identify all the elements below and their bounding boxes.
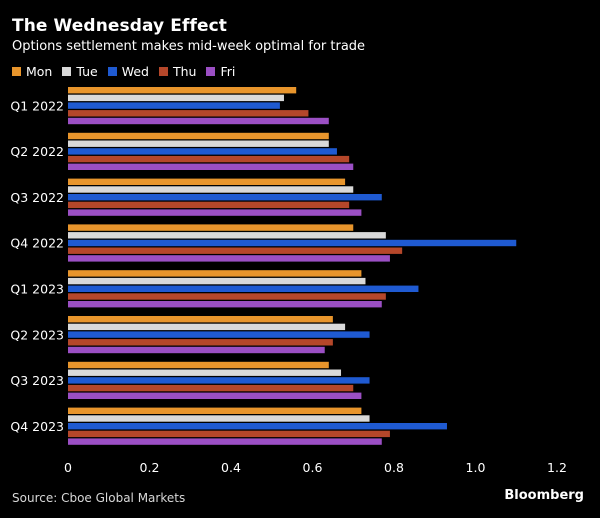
bar-tue-q4-2022 <box>68 232 386 239</box>
x-tick-label: 1.0 <box>466 460 486 475</box>
bar-thu-q3-2022 <box>68 201 350 209</box>
bar-thu-q1-2022 <box>68 110 309 117</box>
bar-wed-q3-2022 <box>68 194 382 201</box>
legend-swatch-mon <box>12 67 21 76</box>
x-tick-label: 0.4 <box>221 460 241 475</box>
category-label: Q1 2023 <box>10 281 64 296</box>
category-label: Q2 2023 <box>10 327 64 342</box>
legend-swatch-wed <box>107 67 117 76</box>
legend-swatch-tue <box>62 67 72 76</box>
bar-wed-q4-2023 <box>68 423 447 430</box>
bar-mon-q4-2023 <box>68 407 362 414</box>
bar-fri-q2-2022 <box>68 163 354 170</box>
bar-mon-q4-2022 <box>68 224 354 231</box>
category-label: Q4 2023 <box>10 419 64 434</box>
bar-tue-q3-2022 <box>68 186 354 193</box>
bar-mon-q2-2022 <box>68 132 329 140</box>
source-note: Source: Cboe Global Markets <box>12 491 186 505</box>
legend-item-tue: Tue <box>62 64 98 79</box>
category-label: Q4 2022 <box>10 236 64 251</box>
x-tick-label: 0.8 <box>384 460 404 475</box>
chart-title: The Wednesday Effect <box>12 16 227 36</box>
legend-item-thu: Thu <box>158 64 197 79</box>
bar-tue-q4-2023 <box>68 415 370 422</box>
bar-wed-q2-2023 <box>68 331 370 338</box>
legend-label-fri: Fri <box>220 64 236 79</box>
chart-subtitle: Options settlement makes mid-week optima… <box>12 39 366 54</box>
category-label: Q2 2022 <box>10 144 64 159</box>
bar-fri-q4-2022 <box>68 255 390 262</box>
x-tick-label: 1.2 <box>547 460 567 475</box>
bar-tue-q2-2023 <box>68 323 346 331</box>
category-label: Q3 2023 <box>10 373 64 388</box>
bar-thu-q1-2023 <box>68 293 386 300</box>
bar-tue-q3-2023 <box>68 369 342 376</box>
legend-label-wed: Wed <box>121 64 149 79</box>
bar-fri-q1-2022 <box>68 117 329 125</box>
bar-tue-q1-2023 <box>68 277 366 285</box>
bloomberg-logo: Bloomberg <box>504 488 584 503</box>
bar-mon-q2-2023 <box>68 316 333 323</box>
bar-thu-q3-2023 <box>68 384 354 392</box>
bar-mon-q3-2023 <box>68 361 329 369</box>
bar-fri-q4-2023 <box>68 438 382 445</box>
legend-label-thu: Thu <box>172 64 197 79</box>
x-tick-label: 0.6 <box>303 460 323 475</box>
legend-label-tue: Tue <box>76 64 98 79</box>
bar-thu-q4-2023 <box>68 430 390 438</box>
bar-fri-q2-2023 <box>68 346 325 354</box>
bar-tue-q1-2022 <box>68 94 284 102</box>
bar-fri-q3-2022 <box>68 209 362 216</box>
legend-item-wed: Wed <box>107 64 149 79</box>
legend-item-fri: Fri <box>206 64 235 79</box>
bar-wed-q1-2022 <box>68 102 280 109</box>
x-tick-label: 0 <box>64 460 72 475</box>
legend: Mon Tue Wed Thu Fri <box>12 64 235 79</box>
legend-label-mon: Mon <box>26 64 53 79</box>
legend-swatch-fri <box>206 67 216 76</box>
bar-thu-q2-2023 <box>68 339 333 346</box>
category-label: Q3 2022 <box>10 190 64 205</box>
bar-mon-q3-2022 <box>68 178 346 185</box>
legend-swatch-thu <box>158 67 168 76</box>
bar-wed-q2-2022 <box>68 148 337 155</box>
bar-thu-q4-2022 <box>68 247 403 254</box>
bar-thu-q2-2022 <box>68 155 350 163</box>
bar-tue-q2-2022 <box>68 140 329 147</box>
bar-fri-q3-2023 <box>68 392 362 399</box>
category-label: Q1 2022 <box>10 98 64 113</box>
bar-mon-q1-2023 <box>68 270 362 277</box>
bar-wed-q4-2022 <box>68 239 517 247</box>
bar-fri-q1-2023 <box>68 301 382 308</box>
x-tick-label: 0.2 <box>140 460 160 475</box>
bar-mon-q1-2022 <box>68 87 297 94</box>
bar-wed-q3-2023 <box>68 377 370 384</box>
bar-wed-q1-2023 <box>68 285 419 292</box>
legend-item-mon: Mon <box>12 64 52 79</box>
